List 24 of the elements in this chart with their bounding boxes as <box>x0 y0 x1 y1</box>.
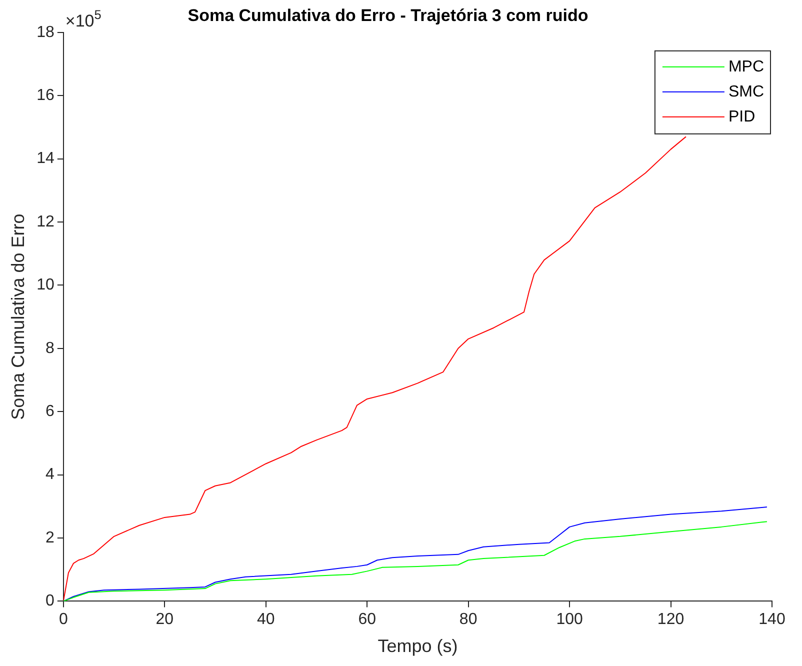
y-tick-label: 2 <box>45 529 54 546</box>
y-tick-label: 16 <box>36 87 54 104</box>
chart-title: Soma Cumulativa do Erro - Trajetória 3 com ruido <box>188 6 588 25</box>
y-tick-label: 4 <box>45 466 54 484</box>
x-tick-label: 120 <box>657 611 684 628</box>
x-tick-label: 80 <box>459 611 478 628</box>
legend-label: PID <box>728 108 756 126</box>
y-axis-title: Soma Cumulativa do Erro <box>8 214 28 420</box>
y-tick-label: 10 <box>36 276 54 294</box>
x-tick-label: 60 <box>358 611 376 628</box>
y-tick-label: 8 <box>45 340 54 357</box>
x-tick-label: 20 <box>156 611 174 628</box>
legend-label: SMC <box>728 83 764 100</box>
y-tick-label: 18 <box>36 24 54 41</box>
y-tick-label: 12 <box>36 213 54 230</box>
x-tick-label: 140 <box>758 611 786 628</box>
y-tick-label: 6 <box>45 403 54 420</box>
x-tick-label: 40 <box>256 611 275 628</box>
y-tick-label: 0 <box>45 592 54 610</box>
x-axis-title: Tempo (s) <box>378 636 458 656</box>
legend-label: MPC <box>728 58 764 76</box>
x-tick-label: 0 <box>58 611 68 628</box>
y-tick-label: 14 <box>36 150 54 168</box>
x-tick-label: 100 <box>556 611 583 628</box>
